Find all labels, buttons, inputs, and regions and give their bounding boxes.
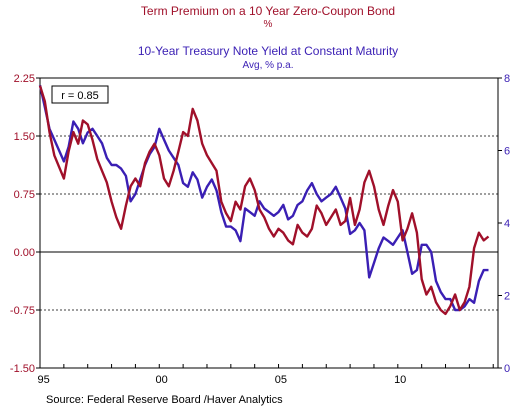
x-tick-label-0: 95: [37, 374, 49, 386]
left-tick-label-0: 2.25: [14, 73, 35, 85]
series-line-term-premium: [38, 85, 490, 316]
correlation-label: r = 0.85: [61, 90, 99, 102]
left-tick-label-3: 0.00: [14, 247, 35, 259]
plot-frame: [39, 77, 499, 369]
chart-title: Term Premium on a 10 Year Zero-Coupon Bo…: [141, 4, 395, 18]
x-axis: 95 00 05 10: [37, 364, 494, 386]
right-tick-label-1: 6: [504, 146, 510, 158]
left-tick-label-2: 0.75: [14, 189, 35, 201]
x-tick-label-3: 10: [394, 374, 406, 386]
left-tick-label-1: 1.50: [14, 131, 35, 143]
series-lines: [38, 85, 490, 316]
gridlines: [40, 135, 498, 311]
right-axis: 8 6 4 2 0: [498, 73, 510, 375]
x-tick-label-2: 05: [275, 374, 287, 386]
correlation-annotation: r = 0.85: [51, 85, 109, 104]
right-tick-label-2: 4: [504, 218, 510, 230]
left-axis: 2.25 1.50 0.75 0.00 -0.75 -1.50: [10, 73, 40, 375]
right-tick-label-3: 2: [504, 291, 510, 303]
series-line-treasury-yield: [38, 85, 489, 312]
chart-subtitle: 10-Year Treasury Note Yield at Constant …: [138, 44, 398, 58]
left-tick-label-4: -0.75: [10, 305, 35, 317]
left-tick-label-5: -1.50: [10, 363, 35, 375]
source-note: Source: Federal Reserve Board /Haver Ana…: [46, 394, 283, 406]
chart-subtitle-units: Avg, % p.a.: [243, 60, 294, 71]
chart-title-units: %: [264, 19, 273, 30]
right-tick-label-4: 0: [504, 363, 510, 375]
right-tick-label-0: 8: [504, 73, 510, 85]
x-tick-label-1: 00: [156, 374, 168, 386]
